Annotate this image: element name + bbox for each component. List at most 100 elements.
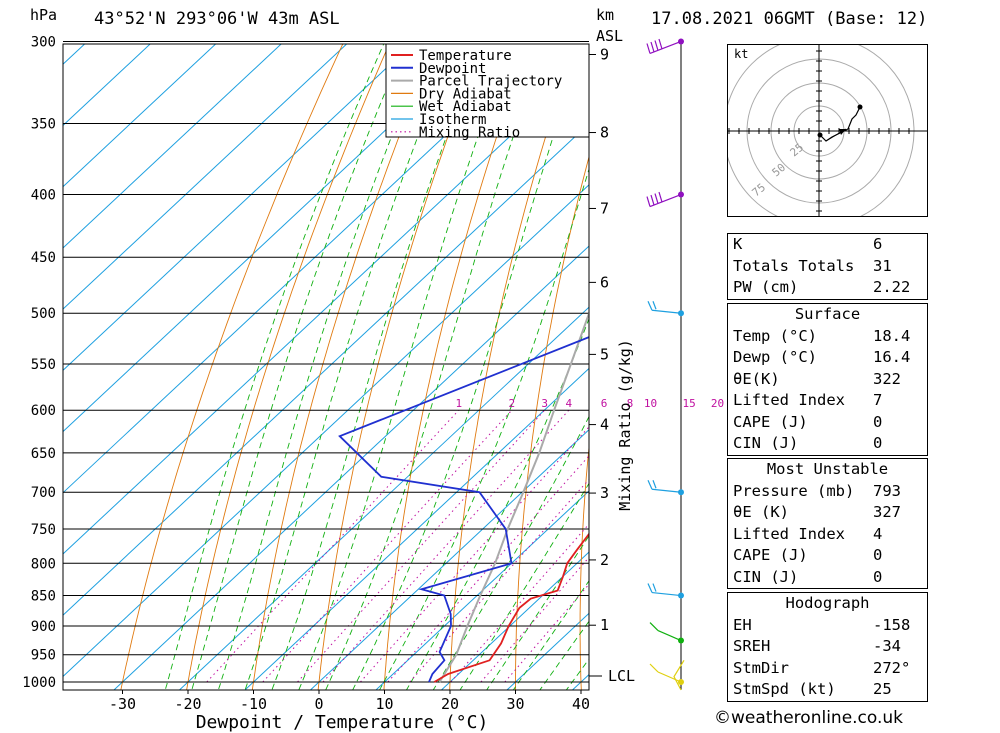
mixing-ratio-line: [322, 409, 570, 683]
barb-flag: [650, 41, 655, 53]
mixing-ratio-label: 10: [644, 397, 657, 410]
mixing-ratio-line: [262, 409, 513, 683]
panel-row: CAPE (J) 0: [728, 412, 927, 434]
wind-barbs: [646, 38, 685, 691]
legend-entry: Mixing Ratio: [419, 125, 520, 141]
mixing-ratio-label: 8: [627, 397, 634, 410]
most-unstable-panel: Most Unstable Pressure (mb) 793 θE (K) 327 L…: [727, 458, 928, 589]
wet-adiabat-line: [164, 44, 385, 690]
x-tick-label: 20: [441, 695, 459, 713]
km-tick-label: 1: [600, 616, 609, 634]
mixing-ratio-line: [450, 523, 589, 683]
barb-flag: [658, 191, 663, 203]
dry-adiabat-line: [383, 44, 530, 690]
credit-link[interactable]: ©weatheronline.co.uk: [714, 708, 904, 728]
x-tick-label: 30: [506, 695, 524, 713]
dry-adiabat-line: [579, 443, 589, 690]
wet-adiabat-line: [405, 317, 589, 690]
km-tick-label: 7: [600, 199, 609, 217]
surface-panel: Surface Temp (°C) 18.4 Dewp (°C) 16.4 θE(K) 3…: [727, 303, 928, 456]
mixing-ratio-label: 4: [565, 397, 572, 410]
pressure-tick-label: 500: [31, 306, 56, 322]
barb-flag: [658, 38, 663, 50]
pressure-tick-label: 800: [31, 556, 56, 572]
wet-adiabat-line: [432, 415, 589, 690]
panel-row-label: PW (cm): [733, 278, 799, 296]
barb-shaft: [657, 671, 682, 683]
barb-flag: [649, 622, 659, 631]
panel-row: Lifted Index 4: [728, 524, 927, 546]
barb-shaft: [651, 591, 682, 597]
mixing-ratio-label: 1: [455, 397, 462, 410]
parcel-trajectory-line: [438, 310, 589, 683]
panel-row-value: 327: [873, 503, 901, 521]
hodograph-stats-panel: Hodograph EH -158 SREH -34 StmDir 272° StmSpd …: [727, 592, 928, 702]
mixing-ratio-label: 15: [683, 397, 696, 410]
panel-row-label: θE(K): [733, 369, 780, 388]
km-tick-label: 9: [600, 45, 609, 63]
km-tick-label: 2: [600, 551, 609, 569]
panel-row-label: StmDir: [733, 658, 789, 677]
isotherm-line: [63, 44, 217, 188]
mixing-ratio-label: 6: [601, 397, 608, 410]
barb-flag: [646, 196, 651, 207]
legend-entry: Temperature: [419, 48, 512, 64]
hodo-start-point: [817, 132, 823, 138]
pressure-tick-label: 450: [31, 250, 56, 266]
isotherm-line: [63, 44, 151, 127]
panel-row: CIN (J) 0: [728, 567, 927, 589]
mixing-ratio-labels: 12346810152025: [455, 397, 746, 410]
hodo-unit: kt: [734, 47, 748, 61]
dry-adiabat-line: [982, 5, 1000, 708]
panel-row-label: Lifted Index: [733, 391, 845, 409]
isotherm-line: [440, 551, 589, 690]
panel-row-label: Temp (°C): [733, 326, 817, 345]
wet-adiabat-line: [379, 167, 589, 690]
plot-frame: [62, 43, 590, 691]
barb-flag: [654, 40, 659, 51]
pressure-tick-label: 300: [31, 34, 56, 50]
panel-row-label: K: [733, 235, 743, 253]
isotherm-line: [63, 184, 589, 678]
panel-row-value: 6: [873, 235, 883, 253]
x-axis-title: Dewpoint / Temperature (°C): [196, 712, 489, 733]
panel-row-label: CIN (J): [733, 434, 799, 452]
hodo-ring-label-75: 75: [750, 181, 769, 199]
mixing-ratio-label: 20: [711, 397, 724, 410]
hodograph-stats-title: Hodograph: [785, 594, 870, 612]
hodograph-svg: kt 25 50 75: [728, 45, 927, 216]
pressure-tick-label: 750: [31, 522, 56, 538]
panel-row-value: 793: [873, 481, 901, 500]
profiles: [338, 310, 589, 683]
panel-row-label: Totals Totals: [733, 256, 855, 275]
panel-row: CIN (J) 0: [728, 433, 927, 455]
wet-adiabat-line: [486, 535, 589, 690]
dry-adiabat-line: [186, 44, 390, 690]
hodo-arrow-head: [839, 129, 846, 135]
hodograph-panel: kt 25 50 75: [727, 44, 928, 217]
barb-flag: [649, 663, 659, 673]
panel-row-value: 2.22: [873, 278, 911, 296]
panel-row-value: -158: [873, 615, 911, 634]
pressure-tick-label: 700: [31, 485, 56, 501]
barb-flag: [647, 301, 653, 311]
dry-adiabat-line: [515, 155, 589, 690]
panel-row-value: 16.4: [873, 348, 911, 366]
isotherm-line: [244, 367, 589, 690]
km-tick-label: 6: [600, 273, 609, 291]
wind-barb: [649, 663, 682, 683]
wet-adiabat-line: [459, 482, 589, 690]
panel-row-value: 18.4: [873, 326, 911, 345]
panel-row-label: CIN (J): [733, 567, 799, 586]
wet-adiabat-line: [191, 44, 407, 690]
dry-adiabat-line: [120, 44, 344, 690]
x-tick-label: 10: [375, 695, 393, 713]
dry-adiabat-line: [251, 44, 437, 690]
barb-flag: [652, 480, 657, 489]
panel-row: EH -158: [728, 615, 927, 637]
surface-title: Surface: [794, 305, 861, 323]
hodo-end-point: [857, 104, 863, 110]
isotherm-line: [309, 428, 589, 690]
